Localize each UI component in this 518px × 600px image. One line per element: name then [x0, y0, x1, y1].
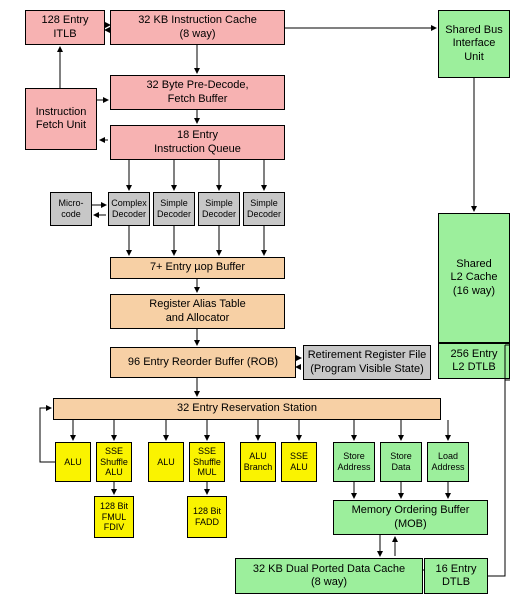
iqueue-block: 18 EntryInstruction Queue: [110, 125, 285, 160]
fmul-block: 128 BitFMULFDIV: [94, 496, 134, 538]
uop-buffer-block: 7+ Entry µop Buffer: [110, 257, 285, 279]
simple-decoder-3-block: SimpleDecoder: [243, 192, 285, 226]
simple-decoder-2-block: SimpleDecoder: [198, 192, 240, 226]
microcode-block: Micro-code: [50, 192, 92, 226]
rrf-block: Retirement Register File(Program Visible…: [303, 345, 431, 380]
complex-decoder-block: ComplexDecoder: [108, 192, 150, 226]
load-address-block: LoadAddress: [427, 442, 469, 482]
sse-shuffle-mul-block: SSEShuffleMUL: [189, 442, 225, 482]
mob-block: Memory Ordering Buffer(MOB): [333, 500, 488, 535]
rob-block: 96 Entry Reorder Buffer (ROB): [110, 347, 296, 378]
alu-branch-block: ALUBranch: [240, 442, 276, 482]
simple-decoder-1-block: SimpleDecoder: [153, 192, 195, 226]
alu2-block: ALU: [148, 442, 184, 482]
itlb-block: 128 EntryITLB: [25, 10, 105, 45]
alu1-block: ALU: [55, 442, 91, 482]
fadd-block: 128 BitFADD: [187, 496, 227, 538]
dtlb-block: 16 EntryDTLB: [424, 558, 488, 594]
l2-cache-block: SharedL2 Cache(16 way): [438, 213, 510, 343]
reservation-station-block: 32 Entry Reservation Station: [53, 398, 441, 420]
l2-dtlb-block: 256 EntryL2 DTLB: [438, 343, 510, 379]
store-data-block: StoreData: [380, 442, 422, 482]
sse-shuffle-alu-block: SSEShuffleALU: [96, 442, 132, 482]
dcache-block: 32 KB Dual Ported Data Cache(8 way): [235, 558, 423, 594]
sse-alu-block: SSEALU: [281, 442, 317, 482]
bus-unit-block: Shared BusInterfaceUnit: [438, 10, 510, 78]
ifetch-block: InstructionFetch Unit: [25, 88, 97, 150]
predecode-block: 32 Byte Pre-Decode,Fetch Buffer: [110, 75, 285, 110]
store-address-block: StoreAddress: [333, 442, 375, 482]
rat-block: Register Alias Tableand Allocator: [110, 294, 285, 329]
icache-block: 32 KB Instruction Cache(8 way): [110, 10, 285, 45]
